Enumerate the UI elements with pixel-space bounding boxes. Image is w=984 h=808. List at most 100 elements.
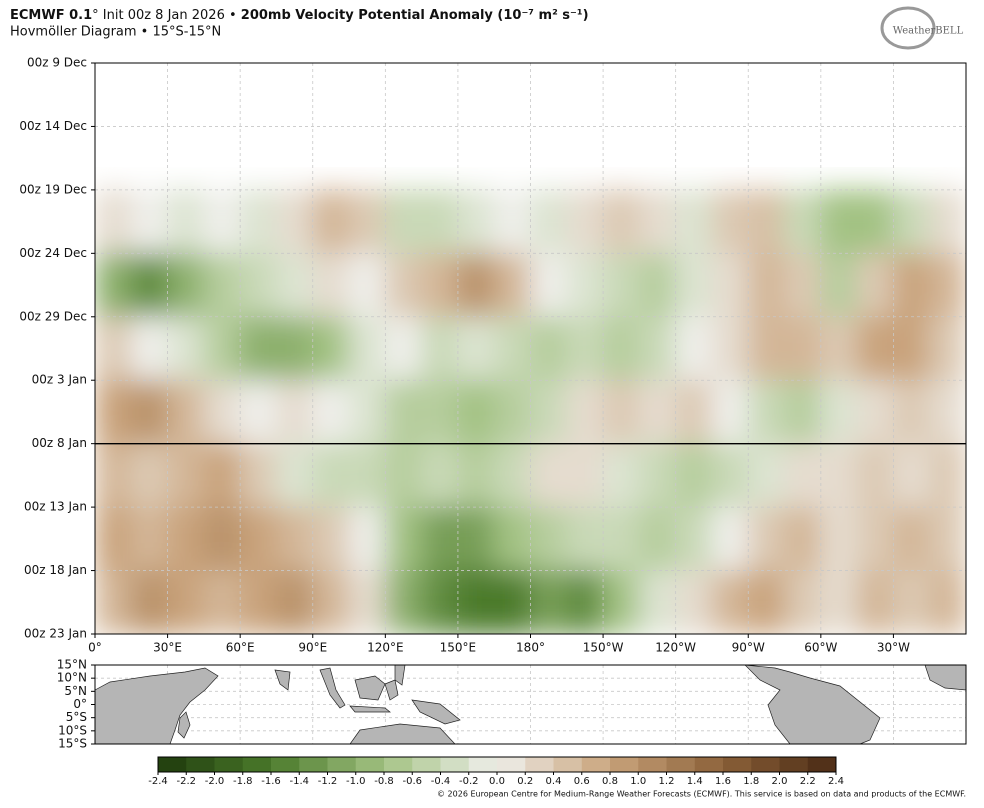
cell [275, 443, 314, 508]
cell [566, 506, 604, 572]
colorbar-bin [581, 757, 611, 772]
cell [275, 252, 314, 318]
map-y-tick-label: 5°N [64, 684, 87, 698]
y-tick-label: 00z 24 Dec [19, 246, 87, 260]
map-y-tick-label: 10°N [57, 671, 87, 685]
colorbar-bin [751, 757, 780, 772]
cell [820, 379, 858, 445]
colorbar-bin [242, 757, 272, 772]
cell [203, 252, 241, 318]
cell [530, 316, 568, 381]
cell [530, 443, 568, 508]
cell [493, 570, 531, 634]
cell [421, 189, 459, 254]
x-tick-label: 90°E [298, 641, 327, 655]
cell [239, 570, 277, 634]
cell [747, 379, 786, 445]
cell [530, 379, 568, 445]
cell [203, 443, 241, 508]
cell [530, 570, 568, 634]
cell [747, 570, 786, 634]
map-panel [94, 664, 967, 745]
colorbar-bin [271, 757, 300, 772]
cell [929, 189, 966, 254]
cell [130, 443, 169, 508]
cell [566, 379, 604, 445]
cell [384, 443, 423, 508]
colorbar-bin [158, 757, 187, 772]
cell [493, 189, 531, 254]
cell [203, 379, 241, 445]
plot-frame [94, 62, 967, 635]
cell [530, 506, 568, 572]
colorbar-bin [723, 757, 752, 772]
cell [239, 379, 277, 445]
cell [856, 379, 894, 445]
colorbar-tick-label: -2.4 [148, 776, 168, 787]
cell [929, 316, 966, 381]
land-madagascar [177, 711, 191, 739]
cell [275, 316, 314, 381]
cell [493, 379, 531, 445]
plot-area [95, 189, 966, 634]
x-tick-label: 60°W [804, 641, 837, 655]
cell [892, 189, 931, 254]
colorbar-tick-label: -2.2 [176, 776, 196, 787]
cell [493, 316, 531, 381]
cell [312, 570, 350, 634]
cell [711, 189, 749, 254]
cell [312, 379, 350, 445]
colorbar-tick-label: 1.0 [630, 776, 646, 787]
cell [203, 316, 241, 381]
cell [784, 316, 822, 381]
cell [892, 570, 931, 634]
cell [566, 252, 604, 318]
cell [820, 506, 858, 572]
colorbar-tick-label: 1.4 [687, 776, 703, 787]
cell [384, 506, 423, 572]
cell [312, 316, 350, 381]
colorbar-bin [638, 757, 667, 772]
colorbar-tick-label: -0.8 [374, 776, 394, 787]
cell [348, 379, 386, 445]
colorbar-tick-label: 0.0 [489, 776, 505, 787]
cell [167, 379, 205, 445]
cell [638, 316, 677, 381]
cell [711, 506, 749, 572]
cell [203, 570, 241, 634]
cell [457, 316, 495, 381]
y-tick-label: 00z 8 Jan [32, 436, 87, 450]
map-y-tick-label: 10°S [58, 723, 87, 737]
cell [566, 443, 604, 508]
colorbar-bin [468, 757, 498, 772]
cell [130, 316, 169, 381]
colorbar-bin [355, 757, 385, 772]
cell [638, 443, 677, 508]
x-tick-label: 60°E [226, 641, 255, 655]
cell [203, 189, 241, 254]
cell [167, 189, 205, 254]
cell [384, 189, 423, 254]
y-tick-label: 00z 14 Dec [19, 119, 87, 133]
land-sumatra [319, 667, 346, 709]
chart-subtitle: Hovmöller Diagram • 15°S-15°N [10, 25, 221, 40]
cell [312, 252, 350, 318]
chart-title: ECMWF 0.1° Init 00z 8 Jan 2026 • 200mb V… [10, 8, 589, 23]
cell [602, 443, 640, 508]
cell [493, 252, 531, 318]
land-south-america [744, 664, 881, 745]
colorbar-tick-label: -0.4 [431, 776, 451, 787]
cell [130, 189, 169, 254]
cell [95, 189, 132, 254]
cell [275, 379, 314, 445]
land-sulawesi [384, 679, 399, 701]
cell [638, 252, 677, 318]
colorbar-tick-label: -1.8 [233, 776, 253, 787]
colorbar-tick-label: -1.0 [346, 776, 366, 787]
cell [784, 443, 822, 508]
cell [384, 316, 423, 381]
cell [784, 506, 822, 572]
cell [638, 506, 677, 572]
x-tick-label: 150°W [583, 641, 624, 655]
cell [675, 189, 713, 254]
